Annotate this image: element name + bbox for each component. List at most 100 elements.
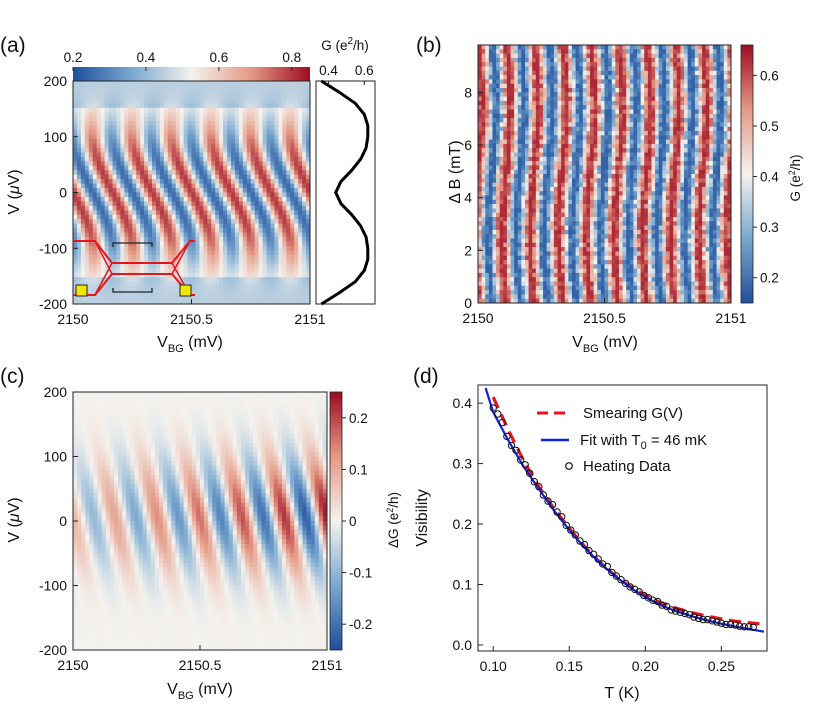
heatmap-cell	[76, 259, 82, 265]
heatmap-cell	[727, 66, 732, 72]
heatmap-cell	[136, 165, 141, 171]
heatmap-cell	[242, 210, 248, 216]
heatmap-cell	[492, 152, 497, 158]
heatmap-cell	[705, 49, 710, 54]
heatmap-cell	[250, 237, 256, 242]
heatmap-cell	[286, 241, 291, 247]
heatmap-cell	[136, 85, 141, 91]
heatmap-cell	[655, 113, 660, 119]
heatmap-cell	[250, 125, 256, 131]
heatmap-cell	[510, 70, 515, 76]
heatmap-cell	[231, 201, 236, 207]
heatmap-cell	[564, 70, 569, 76]
heatmap-cell	[211, 179, 216, 184]
heatmap-cell	[694, 53, 699, 59]
heatmap-cell	[290, 81, 295, 86]
heatmap-cell	[238, 232, 244, 238]
heatmap-cell	[80, 281, 86, 287]
heatmap-cell	[298, 85, 303, 91]
heatmap-cell	[600, 83, 605, 89]
heatmap-cell	[155, 112, 161, 118]
heatmap-cell	[246, 290, 252, 296]
heatmap-cell	[124, 116, 129, 122]
heatmap-cell	[564, 161, 569, 166]
heatmap-cell	[227, 290, 232, 296]
heatmap-cell	[191, 138, 196, 144]
heatmap-cell	[478, 75, 483, 80]
heatmap-cell	[116, 228, 121, 234]
heatmap-cell	[622, 45, 627, 50]
heatmap-cell	[152, 241, 157, 247]
heatmap-cell	[651, 152, 656, 158]
heatmap-cell	[120, 223, 125, 229]
heatmap-cell	[684, 70, 689, 76]
heatmap-cell	[171, 228, 177, 234]
heatmap-cell	[88, 214, 94, 220]
heatmap-cell	[227, 272, 232, 278]
heatmap-cell	[100, 196, 105, 202]
heatmap-cell	[626, 143, 631, 149]
heatmap-cell	[92, 121, 98, 126]
heatmap-cell	[278, 130, 283, 135]
heatmap-cell	[116, 205, 121, 211]
heatmap-cell	[597, 100, 602, 106]
heatmap-cell	[171, 89, 177, 95]
heatmap-cell	[219, 107, 224, 113]
heatmap-cell	[116, 138, 121, 144]
heatmap-cell	[274, 103, 279, 109]
heatmap-cell	[215, 183, 220, 189]
heatmap-cell	[564, 105, 569, 110]
heatmap-cell	[492, 70, 497, 76]
heatmap-cell	[582, 118, 587, 123]
heatmap-cell	[528, 113, 533, 119]
heatmap-cell	[286, 174, 291, 180]
heatmap-cell	[698, 131, 703, 136]
heatmap-cell	[116, 259, 121, 265]
heatmap-cell	[633, 53, 638, 59]
heatmap-cell	[167, 170, 173, 176]
heatmap-cell	[626, 122, 631, 128]
heatmap-cell	[709, 96, 714, 102]
heatmap-cell	[223, 205, 228, 211]
heatmap-cell	[136, 277, 141, 283]
heatmap-cell	[274, 286, 279, 292]
heatmap-cell	[144, 286, 149, 292]
heatmap-cell	[148, 250, 153, 256]
heatmap-cell	[622, 118, 627, 123]
heatmap-cell	[179, 295, 184, 300]
heatmap-cell	[80, 152, 86, 158]
heatmap-cell	[92, 299, 98, 305]
heatmap-cell	[96, 201, 102, 207]
heatmap-cell	[242, 103, 248, 109]
heatmap-cell	[622, 148, 627, 153]
heatmap-cell	[238, 103, 244, 109]
heatmap-cell	[629, 148, 634, 153]
heatmap-cell	[485, 161, 490, 166]
heatmap-cell	[532, 75, 537, 80]
heatmap-cell	[104, 130, 109, 135]
heatmap-cell	[684, 88, 689, 93]
heatmap-cell	[136, 250, 141, 256]
heatmap-cell	[80, 210, 86, 216]
heatmap-cell	[215, 121, 220, 126]
heatmap-cell	[582, 135, 587, 140]
heatmap-cell	[231, 188, 236, 193]
heatmap-cell	[716, 96, 721, 102]
heatmap-cell	[691, 152, 696, 158]
heatmap-cell	[112, 219, 117, 225]
heatmap-cell	[140, 107, 145, 113]
heatmap-cell	[246, 259, 252, 265]
heatmap-cell	[148, 156, 153, 162]
heatmap-cell	[104, 165, 109, 171]
heatmap-cell	[148, 205, 153, 211]
heatmap-cell	[76, 214, 82, 220]
heatmap-cell	[691, 122, 696, 128]
heatmap-cell	[270, 125, 275, 131]
heatmap-cell	[698, 79, 703, 85]
heatmap-cell	[96, 263, 102, 269]
heatmap-cell	[503, 66, 508, 72]
heatmap-cell	[705, 118, 710, 123]
heatmap-cell	[539, 57, 544, 63]
heatmap-cell	[246, 161, 252, 167]
heatmap-cell	[155, 161, 161, 167]
